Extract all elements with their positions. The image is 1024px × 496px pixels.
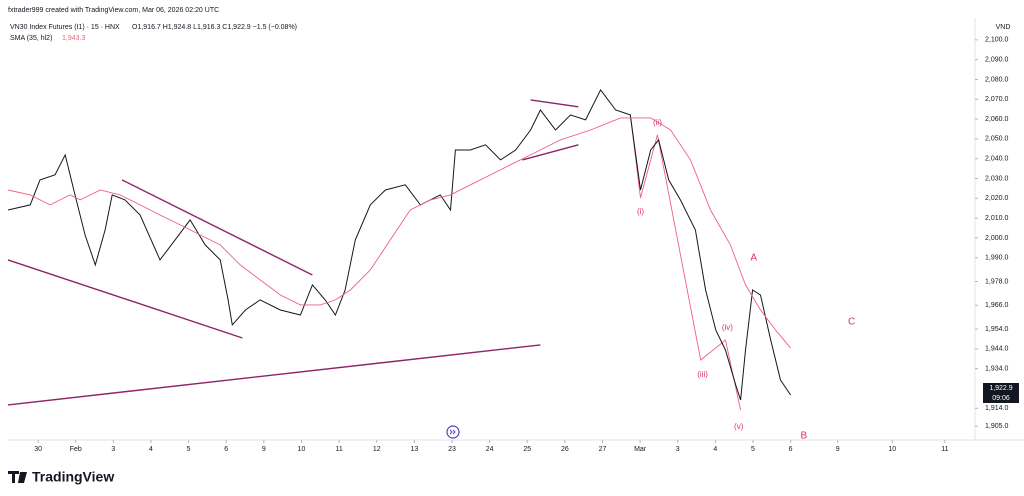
x-tick-label: 6	[789, 446, 793, 453]
y-tick-label: 2,030.0	[985, 175, 1008, 182]
last-price: 1,922.9	[989, 385, 1012, 392]
trend-line	[7, 259, 243, 339]
symbol-name: VN30 Index Futures (I1) · 15 · HNX	[10, 24, 120, 31]
trend-line	[121, 179, 313, 276]
x-tick-label: 5	[187, 446, 191, 453]
x-tick-label: 25	[523, 446, 531, 453]
wave-label: A	[750, 253, 757, 264]
trend-line	[629, 114, 742, 411]
y-tick-label: 2,060.0	[985, 116, 1008, 123]
countdown: 09:06	[992, 395, 1010, 402]
x-tick-label: 4	[149, 446, 153, 453]
wave-label: B	[800, 431, 807, 442]
y-tick-label: 1,966.0	[985, 302, 1008, 309]
brand-logo	[8, 471, 27, 483]
x-tick-label: Feb	[70, 446, 82, 453]
x-tick-label: 13	[410, 446, 418, 453]
x-tick-label: 30	[34, 446, 42, 453]
brand-name: TradingView	[32, 469, 114, 485]
ohlc: O1,916.7 H1,924.8 L1,916.3 C1,922.9 −1.5…	[132, 24, 297, 31]
wave-label: (iii)	[697, 370, 708, 379]
x-tick-label: 3	[111, 446, 115, 453]
wave-label: (ii)	[653, 118, 662, 127]
x-tick-label: 11	[941, 446, 948, 453]
wave-label: C	[848, 317, 855, 328]
x-tick-label: 4	[713, 446, 717, 453]
axes: 2,100.0 2,090.0 2,080.0 2,070.0 2,060.0 2,050…	[34, 37, 1008, 453]
x-tick-label: 3	[676, 446, 680, 453]
last-price-box	[983, 383, 1019, 403]
y-tick-label: 2,000.0	[985, 235, 1008, 242]
y-tick-label: 2,050.0	[985, 136, 1008, 143]
y-tick-label: 2,070.0	[985, 96, 1008, 103]
y-tick-label: 2,020.0	[985, 195, 1008, 202]
x-tick-label: 9	[836, 446, 840, 453]
x-tick-label: 5	[751, 446, 755, 453]
sma-value: 1,943.3	[62, 35, 85, 42]
y-tick-label: 1,914.0	[985, 405, 1008, 412]
y-tick-label: 2,090.0	[985, 56, 1008, 63]
credit: fxtrader999 created with TradingView.com…	[8, 7, 219, 14]
y-tick-label: 1,990.0	[985, 255, 1008, 262]
y-tick-label: 1,954.0	[985, 326, 1008, 333]
replay-icon[interactable]	[446, 425, 460, 439]
x-tick-label: 26	[561, 446, 569, 453]
y-tick-label: 2,100.0	[985, 37, 1008, 44]
y-tick-label: 2,040.0	[985, 156, 1008, 163]
x-tick-label: 23	[448, 446, 456, 453]
wave-label: (v)	[734, 422, 744, 431]
y-tick-label: 1,978.0	[985, 278, 1008, 285]
y-tick-label: 1,934.0	[985, 366, 1008, 373]
currency: VND	[996, 24, 1011, 31]
y-tick-label: 2,010.0	[985, 215, 1008, 222]
x-tick-label: 27	[599, 446, 607, 453]
wave-label: (iv)	[722, 323, 733, 332]
x-tick-label: 24	[486, 446, 494, 453]
sma-line	[7, 117, 791, 349]
x-tick-label: 9	[262, 446, 266, 453]
wave-label: (i)	[637, 207, 644, 216]
x-tick-label: 10	[888, 446, 896, 453]
trend-line	[530, 99, 579, 108]
x-tick-label: 11	[335, 446, 342, 453]
trend-line	[7, 344, 541, 406]
x-tick-label: 6	[224, 446, 228, 453]
y-tick-label: 2,080.0	[985, 76, 1008, 83]
trend-line	[522, 144, 579, 161]
y-tick-label: 1,905.0	[985, 423, 1008, 430]
x-tick-label: 10	[298, 446, 306, 453]
sma-name: SMA (35, hl2)	[10, 35, 52, 42]
x-tick-label: 12	[373, 446, 381, 453]
y-tick-label: 1,944.0	[985, 346, 1008, 353]
x-tick-label: Mar	[634, 446, 647, 453]
replay-icon-arrows	[449, 429, 456, 435]
